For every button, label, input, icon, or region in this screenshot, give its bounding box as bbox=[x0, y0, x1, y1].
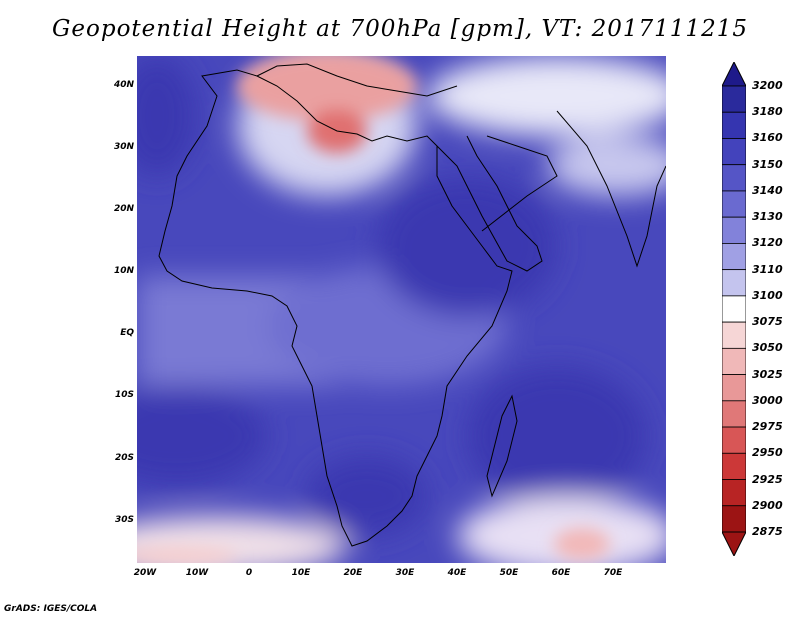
colorbar-segment bbox=[722, 400, 746, 428]
lat-label-10s: 10S bbox=[114, 390, 134, 400]
colorbar-segment bbox=[722, 374, 746, 402]
lon-label-10e: 10E bbox=[291, 568, 311, 578]
colorbar-segment bbox=[722, 216, 746, 244]
lat-label-20s: 20S bbox=[114, 453, 134, 463]
colorbar-segment bbox=[722, 505, 746, 533]
colorbar-segment bbox=[722, 138, 746, 166]
lat-label-30n: 30N bbox=[113, 142, 134, 152]
colorbar bbox=[722, 62, 746, 556]
lat-label-10n: 10N bbox=[113, 266, 134, 276]
lon-label-0: 0 bbox=[245, 568, 253, 578]
colorbar-label: 2925 bbox=[752, 472, 783, 486]
map-field bbox=[137, 56, 666, 563]
colorbar-label: 3110 bbox=[752, 262, 783, 276]
lat-label-40n: 40N bbox=[113, 80, 134, 90]
colorbar-segment bbox=[722, 321, 746, 349]
geopotential-map bbox=[137, 56, 666, 563]
lon-label-20e: 20E bbox=[343, 568, 363, 578]
colorbar-label: 3025 bbox=[752, 367, 783, 381]
lat-label-eq: EQ bbox=[120, 328, 134, 338]
colorbar-label: 3200 bbox=[752, 79, 783, 92]
colorbar-label: 2975 bbox=[752, 420, 783, 434]
lon-label-60e: 60E bbox=[551, 568, 571, 578]
colorbar-label: 3050 bbox=[752, 341, 783, 355]
lon-label-70e: 70E bbox=[603, 568, 623, 578]
lon-label-10w: 10W bbox=[185, 568, 209, 578]
lat-label-20n: 20N bbox=[113, 204, 134, 214]
lon-label-40e: 40E bbox=[447, 568, 467, 578]
lon-label-30e: 30E bbox=[395, 568, 415, 578]
map-title: Geopotential Height at 700hPa [gpm], VT:… bbox=[52, 16, 748, 42]
colorbar-segment bbox=[722, 347, 746, 375]
colorbar-segment bbox=[722, 452, 746, 480]
colorbar-label: 3150 bbox=[752, 157, 783, 171]
colorbar-bottom-arrow bbox=[722, 531, 746, 556]
colorbar-label: 3160 bbox=[752, 131, 783, 145]
colorbar-segment bbox=[722, 190, 746, 218]
colorbar-top-arrow bbox=[722, 62, 746, 87]
colorbar-segment bbox=[722, 111, 746, 139]
colorbar-label: 3120 bbox=[752, 236, 783, 250]
colorbar-segment bbox=[722, 295, 746, 323]
colorbar-label: 3000 bbox=[752, 393, 783, 407]
colorbar-segment bbox=[722, 164, 746, 192]
credit-text: GrADS: IGES/COLA bbox=[4, 604, 98, 614]
colorbar-segment bbox=[722, 269, 746, 297]
colorbar-label: 3180 bbox=[752, 105, 783, 119]
colorbar-segment bbox=[722, 243, 746, 271]
lon-label-20w: 20W bbox=[133, 568, 157, 578]
colorbar-segment bbox=[722, 85, 746, 113]
lat-label-30s: 30S bbox=[114, 515, 134, 525]
colorbar-segment bbox=[722, 426, 746, 454]
colorbar-label: 2900 bbox=[752, 498, 783, 512]
colorbar-label: 3130 bbox=[752, 210, 783, 224]
colorbar-segment bbox=[722, 479, 746, 507]
colorbar-label: 3140 bbox=[752, 183, 783, 197]
colorbar-label: 3100 bbox=[752, 288, 783, 302]
colorbar-label: 3075 bbox=[752, 315, 783, 329]
colorbar-label: 2950 bbox=[752, 446, 783, 460]
lon-label-50e: 50E bbox=[499, 568, 519, 578]
colorbar-label: 2875 bbox=[752, 525, 783, 538]
